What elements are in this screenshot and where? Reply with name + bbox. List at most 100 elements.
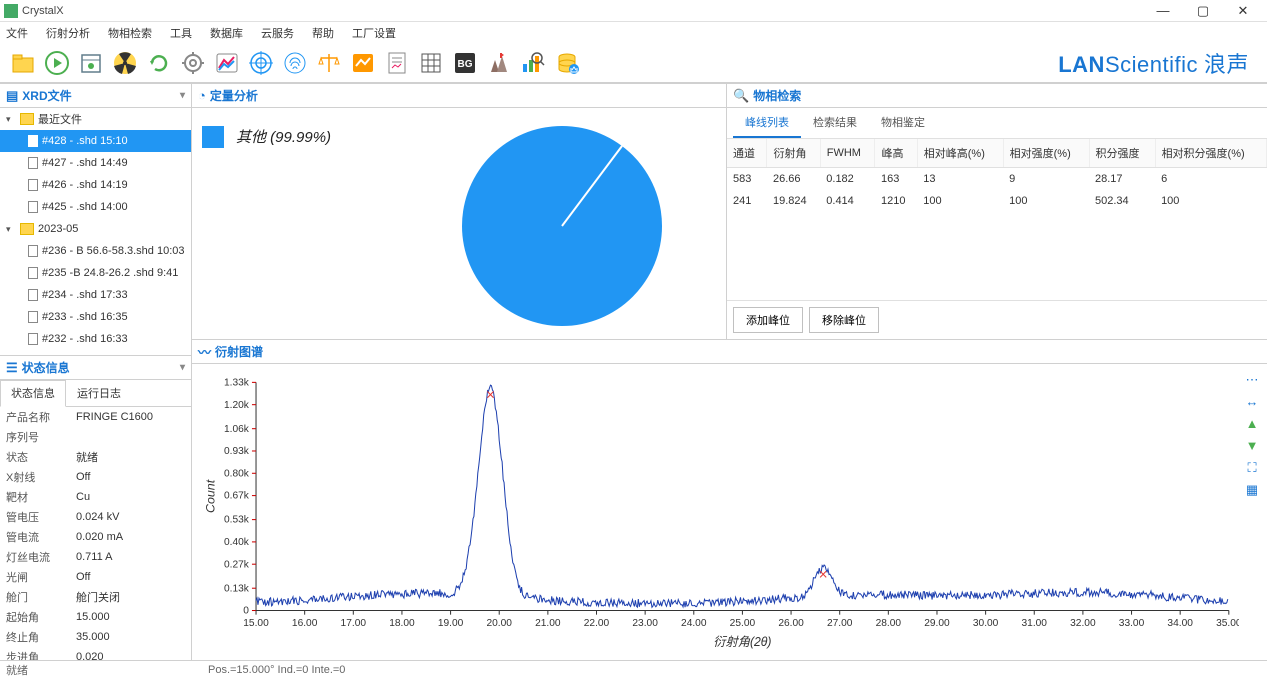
pie-icon: ◔	[198, 88, 206, 103]
info-row: 光闸Off	[0, 567, 191, 587]
tree-folder[interactable]: ▾2023-05	[0, 218, 191, 240]
files-panel-header: ▤ XRD文件 ▾	[0, 84, 191, 108]
tree-file[interactable]: #234 - .shd 17:33	[0, 284, 191, 306]
balance-icon[interactable]	[314, 48, 344, 78]
menu-item[interactable]: 云服务	[261, 25, 294, 41]
status-info-list: 产品名称FRINGE C1600序列号状态就绪X射线Off靶材Cu管电压0.02…	[0, 407, 191, 660]
radiation-icon[interactable]	[110, 48, 140, 78]
svg-text:32.00: 32.00	[1070, 618, 1096, 629]
tree-file[interactable]: #428 - .shd 15:10	[0, 130, 191, 152]
menu-item[interactable]: 数据库	[210, 25, 243, 41]
svg-text:35.00: 35.00	[1216, 618, 1239, 629]
table-icon[interactable]: ▦	[1243, 482, 1261, 500]
menu-item[interactable]: 衍射分析	[46, 25, 90, 41]
tree-file[interactable]: #236 - B 56.6-58.3.shd 10:03	[0, 240, 191, 262]
status-tab[interactable]: 状态信息	[0, 380, 66, 407]
tree-file[interactable]: #232 - .shd 16:33	[0, 328, 191, 350]
table-row[interactable]: 24119.8240.4141210100100502.34100	[727, 190, 1267, 212]
svg-text:1.06k: 1.06k	[224, 424, 250, 435]
phase-panel-header: 🔍 物相检索	[727, 84, 1267, 108]
table-header[interactable]: 相对强度(%)	[1003, 139, 1089, 168]
svg-text:31.00: 31.00	[1022, 618, 1048, 629]
svg-text:17.00: 17.00	[341, 618, 367, 629]
trend-icon[interactable]	[348, 48, 378, 78]
chart-icon[interactable]	[212, 48, 242, 78]
svg-text:0.53k: 0.53k	[224, 515, 250, 526]
close-button[interactable]: ✕	[1223, 3, 1263, 19]
table-header[interactable]: FWHM	[820, 139, 875, 168]
status-tab[interactable]: 运行日志	[66, 380, 132, 406]
table-header[interactable]: 通道	[727, 139, 767, 168]
menu-item[interactable]: 文件	[6, 25, 28, 41]
bg-icon[interactable]: BG	[450, 48, 480, 78]
table-header[interactable]: 相对峰高(%)	[917, 139, 1003, 168]
svg-text:BG: BG	[458, 59, 473, 70]
gear-icon[interactable]	[178, 48, 208, 78]
maximize-button[interactable]: ▢	[1183, 3, 1223, 19]
menubar: 文件 衍射分析 物相检索 工具 数据库 云服务 帮助 工厂设置	[0, 22, 1267, 44]
table-header[interactable]: 积分强度	[1089, 139, 1155, 168]
tree-file[interactable]: #425 - .shd 14:00	[0, 196, 191, 218]
svg-text:29.00: 29.00	[924, 618, 950, 629]
tree-file[interactable]: #233 - .shd 16:35	[0, 306, 191, 328]
diffract-panel-header: 〰 衍射图谱	[192, 340, 1267, 364]
down-icon[interactable]: ▼	[1243, 438, 1261, 456]
svg-text:0.93k: 0.93k	[224, 446, 250, 457]
svg-text:21.00: 21.00	[535, 618, 561, 629]
up-icon[interactable]: ▲	[1243, 416, 1261, 434]
svg-text:0.40k: 0.40k	[224, 537, 250, 548]
tree-folder[interactable]: ▾最近文件	[0, 108, 191, 130]
files-icon: ▤	[6, 88, 18, 104]
status-panel-header: ☰ 状态信息 ▾	[0, 356, 191, 380]
phase-button[interactable]: 添加峰位	[733, 307, 803, 333]
target-icon[interactable]	[246, 48, 276, 78]
peaks-icon[interactable]	[484, 48, 514, 78]
svg-text:衍射角(2θ): 衍射角(2θ)	[713, 635, 771, 649]
menu-item[interactable]: 帮助	[312, 25, 334, 41]
expand-icon[interactable]: ⛶	[1243, 460, 1261, 478]
phase-tab[interactable]: 峰线列表	[733, 108, 801, 138]
phase-tab[interactable]: 物相鉴定	[869, 108, 937, 138]
svg-text:19.00: 19.00	[438, 618, 464, 629]
calendar-icon[interactable]	[76, 48, 106, 78]
list-icon: ☰	[6, 360, 18, 376]
grid-icon[interactable]	[416, 48, 446, 78]
phase-button[interactable]: 移除峰位	[809, 307, 879, 333]
svg-text:33.00: 33.00	[1119, 618, 1145, 629]
svg-text:0.13k: 0.13k	[224, 583, 250, 594]
phase-tab[interactable]: 检索结果	[801, 108, 869, 138]
files-panel-title: XRD文件	[22, 87, 71, 104]
table-header[interactable]: 相对积分强度(%)	[1155, 139, 1266, 168]
info-row: 状态就绪	[0, 447, 191, 467]
report-icon[interactable]	[382, 48, 412, 78]
table-header[interactable]: 衍射角	[767, 139, 820, 168]
tree-file[interactable]: #235 -B 24.8-26.2 .shd 9:41	[0, 262, 191, 284]
table-header[interactable]: 峰高	[875, 139, 917, 168]
svg-text:28.00: 28.00	[876, 618, 902, 629]
chevron-down-icon[interactable]: ▾	[180, 90, 185, 101]
brand-logo: LANScientific浪声	[1058, 47, 1259, 79]
tree-file[interactable]: #427 - .shd 14:49	[0, 152, 191, 174]
diffraction-chart[interactable]: 00.13k0.27k0.40k0.53k0.67k0.80k0.93k1.06…	[200, 372, 1239, 652]
minimize-button[interactable]: —	[1143, 3, 1183, 19]
play-icon[interactable]	[42, 48, 72, 78]
quant-panel-title: 定量分析	[210, 87, 258, 104]
fingerprint-icon[interactable]	[280, 48, 310, 78]
more-icon[interactable]: ⋯	[1243, 372, 1261, 390]
svg-text:1.20k: 1.20k	[224, 400, 250, 411]
chevron-down-icon[interactable]: ▾	[180, 362, 185, 373]
search-data-icon[interactable]	[518, 48, 548, 78]
database-icon[interactable]	[552, 48, 582, 78]
menu-item[interactable]: 工厂设置	[352, 25, 396, 41]
refresh-icon[interactable]	[144, 48, 174, 78]
search-icon: 🔍	[733, 88, 749, 104]
table-row[interactable]: 58326.660.18216313928.176	[727, 168, 1267, 191]
open-icon[interactable]	[8, 48, 38, 78]
menu-item[interactable]: 物相检索	[108, 25, 152, 41]
hmove-icon[interactable]: ↔	[1243, 394, 1261, 412]
status-position: Pos.=15.000° Ind.=0 Inte.=0	[208, 664, 345, 676]
svg-text:30.00: 30.00	[973, 618, 999, 629]
tree-file[interactable]: #426 - .shd 14:19	[0, 174, 191, 196]
svg-text:24.00: 24.00	[681, 618, 707, 629]
menu-item[interactable]: 工具	[170, 25, 192, 41]
